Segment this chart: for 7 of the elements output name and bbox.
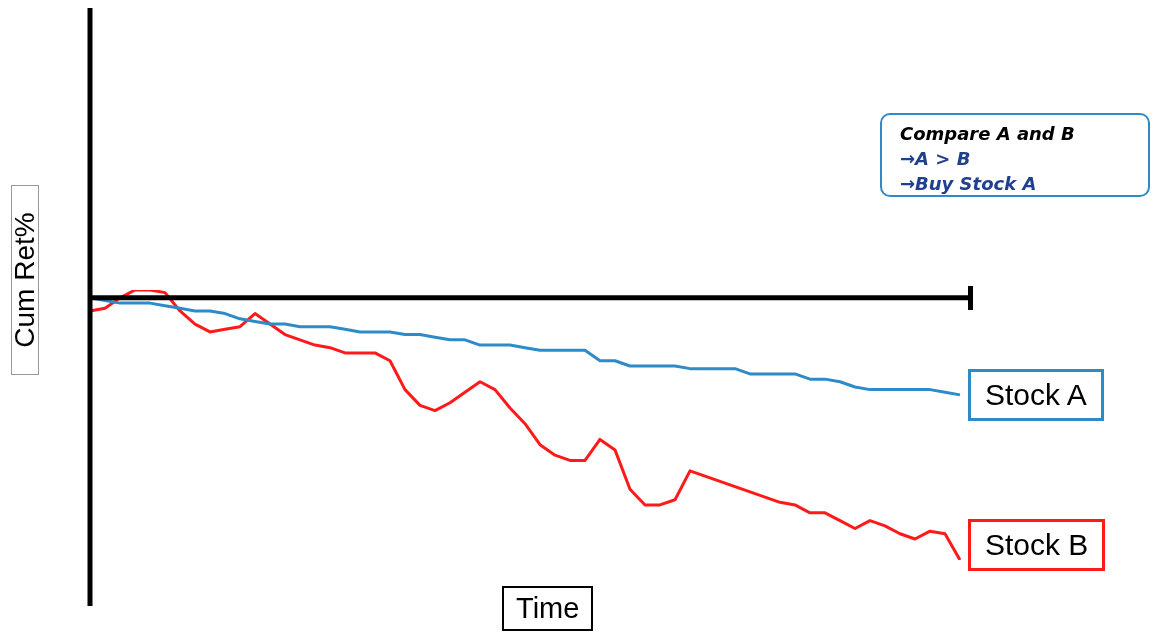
y-axis-title: Cum Ret%: [9, 212, 41, 348]
text: →Buy Stock A: [900, 172, 1038, 196]
series-label: Stock A: [968, 368, 1104, 421]
x-axis-title: Time: [502, 586, 594, 631]
series-label: Stock B: [968, 519, 1106, 571]
text: →A > B: [900, 147, 972, 171]
text: Compare A and B: [900, 122, 1076, 146]
